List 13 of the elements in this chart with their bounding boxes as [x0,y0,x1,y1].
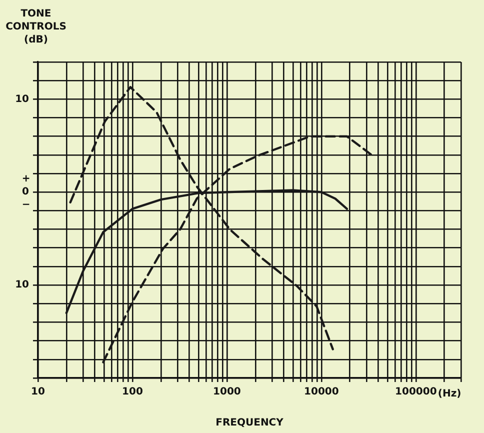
x-tick-label: 10 [31,386,45,398]
x-tick-label: 1000 [213,386,241,398]
text: + [22,174,30,185]
y-tick-label: 10 [15,280,30,291]
text: − [22,200,30,211]
x-tick-label: 100 [122,386,143,398]
y-tick-label: 0 [22,186,30,198]
text: (Hz) [438,388,462,400]
x-axis-title: FREQUENCY [216,418,284,429]
x-tick-label: 100000 [395,386,437,398]
x-tick-label: 10000 [304,386,339,398]
y-tick-label: 10 [15,94,30,105]
y-axis-title: TONE CONTROLS (dB) [6,8,66,46]
